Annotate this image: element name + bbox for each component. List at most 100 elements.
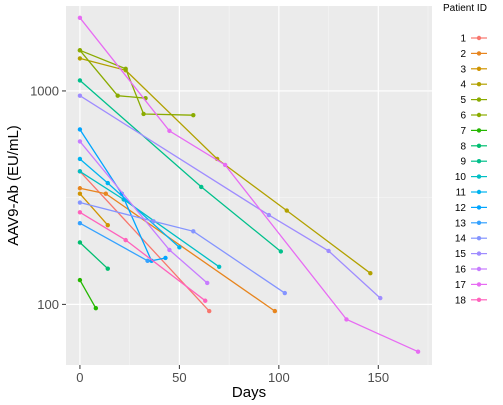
data-point	[266, 212, 272, 218]
legend-label: 18	[455, 295, 467, 306]
series-patient-2	[77, 186, 278, 314]
series-patient-15	[77, 93, 383, 301]
legend-label: 12	[455, 203, 467, 214]
legend-key-point	[476, 51, 482, 56]
legend-item-17: 17	[455, 280, 487, 291]
data-point	[145, 258, 150, 264]
legend-key-point	[476, 112, 482, 118]
data-point	[284, 208, 289, 213]
series-patient-7	[77, 277, 99, 311]
data-point	[167, 128, 172, 134]
series-patient-18	[77, 210, 208, 303]
data-point	[77, 48, 83, 53]
legend-title: Patient ID	[443, 3, 487, 14]
data-point	[77, 210, 83, 215]
legend-item-6: 6	[460, 111, 487, 122]
legend-key-point	[476, 236, 482, 241]
x-tick-label: 100	[268, 370, 290, 385]
legend-key-point	[476, 251, 482, 256]
legend-item-14: 14	[455, 234, 487, 245]
legend-key-point	[476, 189, 482, 195]
y-axis-title: AAV9-Ab (EU/mL)	[5, 125, 22, 246]
legend-label: 13	[455, 218, 467, 229]
data-point	[326, 248, 331, 254]
series-line-15	[79, 95, 381, 299]
legend-item-12: 12	[455, 203, 487, 214]
data-point	[141, 111, 146, 117]
data-point	[77, 15, 83, 21]
data-point	[344, 317, 349, 322]
series-patient-8	[77, 240, 110, 271]
data-point	[77, 191, 83, 196]
data-point	[368, 270, 373, 276]
legend-key-point	[476, 297, 482, 302]
data-point	[205, 280, 210, 286]
legend-key-point	[476, 66, 482, 72]
x-tick-label: 150	[367, 370, 389, 385]
legend-key-point	[476, 205, 482, 210]
data-point	[77, 139, 83, 144]
data-point	[77, 78, 83, 83]
data-point	[115, 93, 120, 98]
data-point	[77, 156, 83, 162]
plot-panel	[66, 6, 432, 365]
legend-item-3: 3	[460, 64, 487, 75]
legend-item-2: 2	[460, 49, 487, 60]
data-point	[415, 349, 421, 354]
legend-key-point	[476, 174, 482, 179]
data-point	[207, 308, 212, 314]
series-line-8	[79, 242, 109, 270]
series-patient-17	[77, 15, 421, 354]
legend-item-13: 13	[455, 218, 487, 229]
legend-item-18: 18	[455, 295, 487, 306]
data-point	[163, 255, 168, 261]
series-patient-16	[77, 139, 210, 286]
data-point	[282, 290, 288, 296]
data-point	[222, 162, 228, 168]
legend-label: 3	[460, 64, 466, 75]
data-point	[105, 266, 110, 271]
y-tick-label: 1000	[30, 83, 59, 98]
legend-key-point	[476, 266, 482, 272]
data-point	[77, 169, 83, 174]
legend-key-point	[476, 82, 482, 87]
series-line-6	[79, 49, 194, 116]
series-line-7	[79, 279, 97, 309]
x-tick-label: 50	[172, 370, 186, 385]
legend-item-9: 9	[460, 157, 487, 168]
legend-label: 10	[455, 172, 467, 183]
series-line-13	[79, 222, 148, 262]
legend-item-5: 5	[460, 95, 487, 106]
legend-label: 2	[460, 49, 466, 60]
data-point	[77, 186, 83, 191]
data-point	[167, 247, 172, 253]
legend-key-point	[476, 220, 482, 225]
data-point	[77, 277, 83, 283]
legend-label: 17	[455, 280, 467, 291]
series-layer	[77, 15, 421, 354]
legend-item-11: 11	[456, 188, 487, 199]
series-patient-11	[77, 156, 182, 250]
data-point	[151, 219, 156, 224]
data-point	[203, 298, 208, 303]
major-gridlines	[66, 6, 432, 365]
series-line-12	[79, 129, 166, 262]
x-axis-title: Days	[232, 384, 266, 401]
minor-gridlines	[66, 6, 432, 365]
data-point	[77, 221, 83, 226]
legend-item-16: 16	[455, 265, 487, 276]
data-point	[191, 229, 196, 234]
data-point	[77, 240, 83, 245]
series-patient-6	[77, 48, 196, 118]
data-point	[123, 66, 128, 71]
legend-label: 11	[456, 188, 467, 199]
legend-key-point	[476, 97, 482, 102]
legend-label: 14	[455, 234, 467, 245]
legend-item-15: 15	[455, 249, 487, 260]
legend-key-point	[476, 35, 482, 41]
legend-item-4: 4	[460, 80, 487, 91]
legend-key-point	[476, 143, 482, 148]
data-point	[272, 308, 278, 314]
